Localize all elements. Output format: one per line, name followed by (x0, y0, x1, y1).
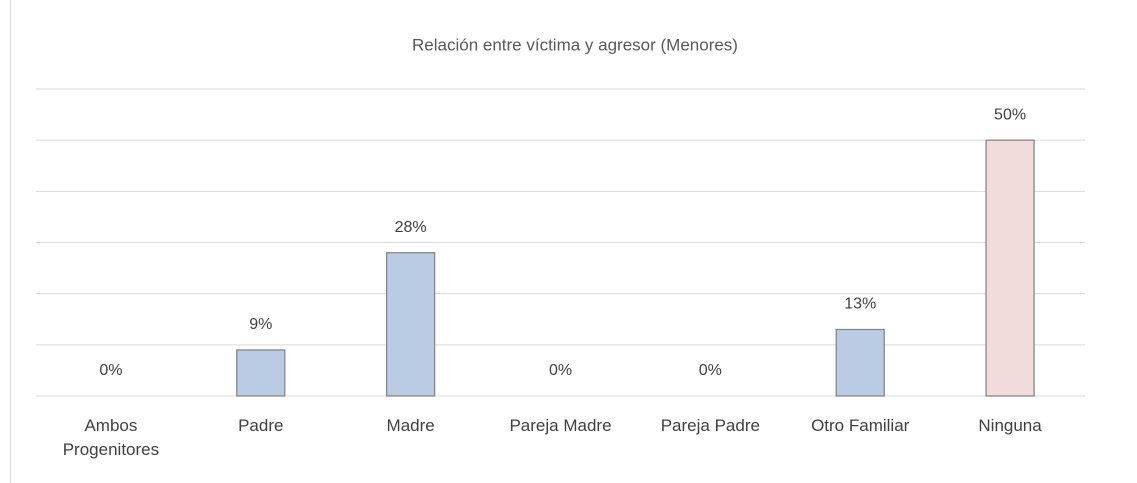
chart-border (10, 0, 11, 483)
x-tick-label: Pareja Madre (509, 416, 612, 435)
x-tick-label: Pareja Padre (660, 416, 760, 435)
data-label: 0% (699, 362, 722, 379)
x-tick-label: Padre (238, 416, 284, 435)
x-tick-label: Ninguna (978, 416, 1042, 435)
data-label: 0% (549, 362, 572, 379)
x-tick-label: Ambos Progenitores (62, 416, 160, 459)
data-label: 28% (395, 219, 427, 236)
data-label: 9% (249, 316, 272, 333)
bar (835, 328, 885, 397)
data-label: 50% (994, 106, 1026, 123)
bar (985, 139, 1035, 397)
data-label: 13% (844, 296, 876, 313)
x-tick-label: Madre (386, 416, 435, 435)
data-label: 0% (99, 362, 122, 379)
chart-title: Relación entre víctima y agresor (Menore… (412, 35, 738, 54)
x-tick-label: Otro Familiar (811, 416, 910, 435)
bar (386, 252, 436, 397)
bar (236, 349, 286, 397)
